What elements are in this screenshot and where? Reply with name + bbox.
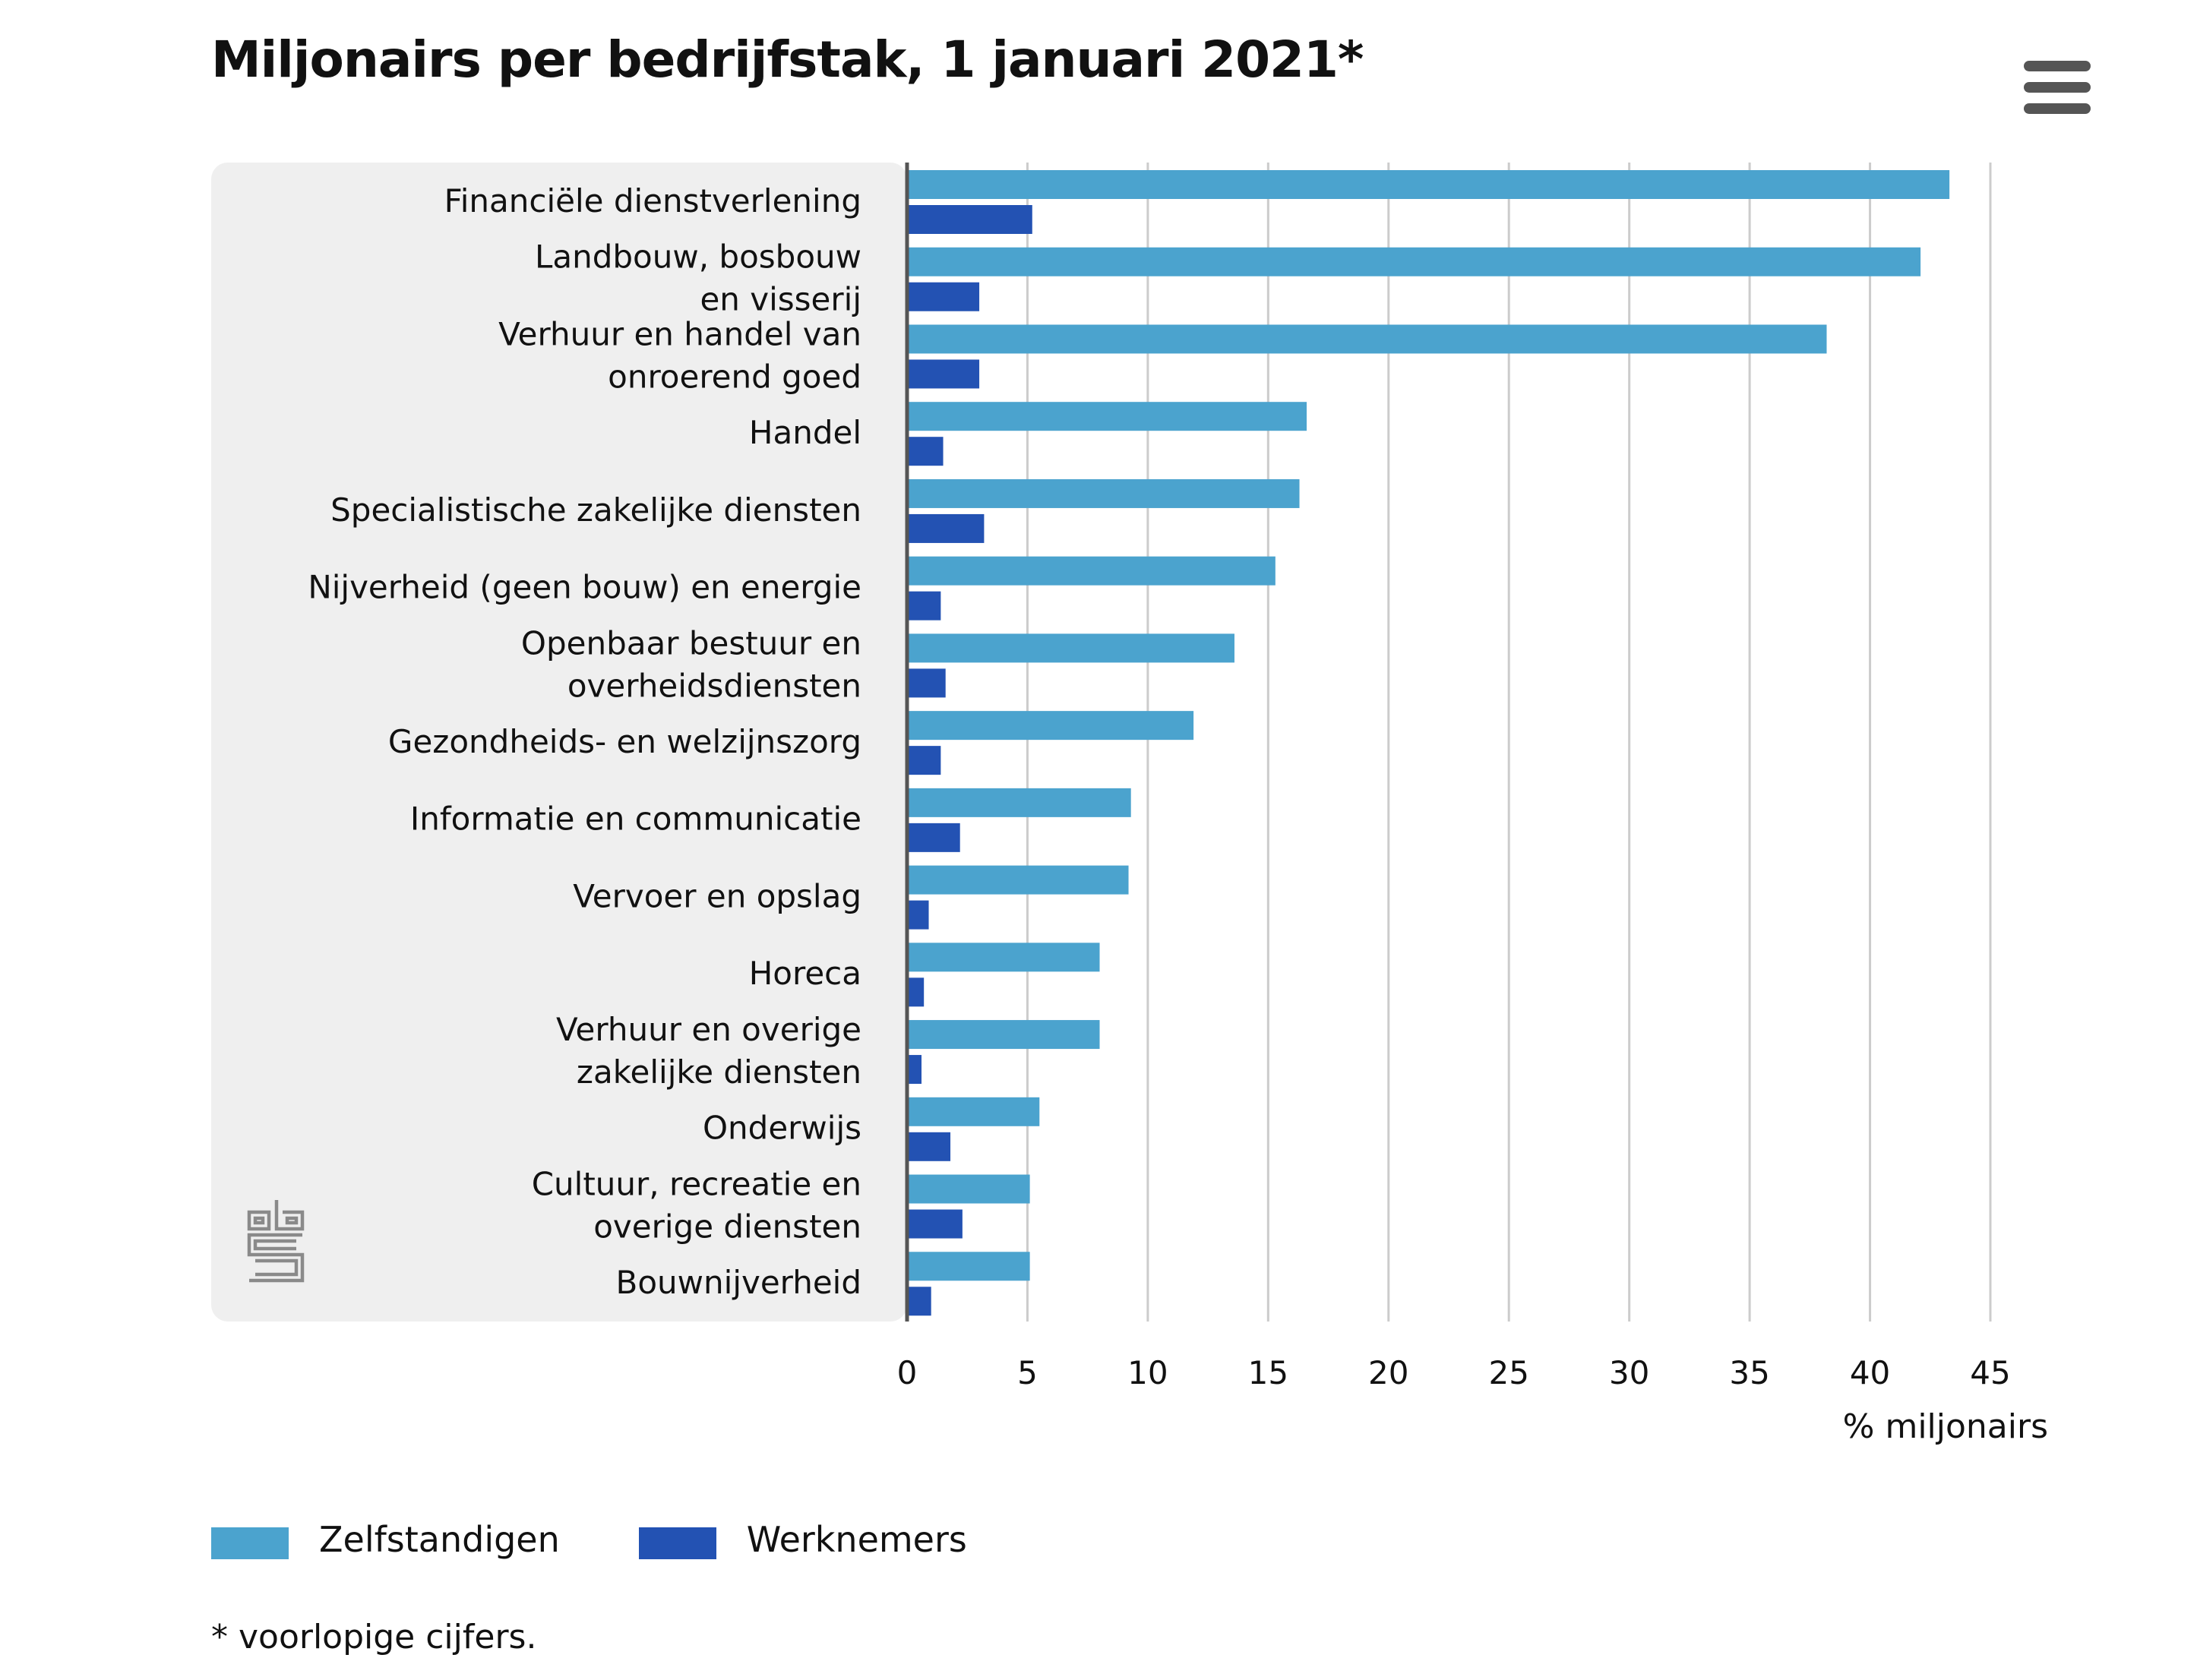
bar-zelfstandigen[interactable] — [907, 1174, 1030, 1204]
bar-werknemers[interactable] — [907, 1287, 931, 1316]
legend-swatch — [638, 1527, 716, 1559]
bar-werknemers[interactable] — [907, 823, 960, 852]
menu-bar — [2024, 103, 2091, 114]
x-tick-label: 40 — [1850, 1354, 1890, 1391]
x-tick-label: 45 — [1970, 1354, 2010, 1391]
cbs-logo-icon — [247, 1200, 305, 1283]
category-label: overige diensten — [593, 1208, 861, 1245]
bar-zelfstandigen[interactable] — [907, 478, 1300, 508]
bar-werknemers[interactable] — [907, 359, 980, 389]
category-label: Bouwnijverheid — [616, 1264, 861, 1301]
category-label: Vervoer en opslag — [573, 877, 861, 914]
category-label: Specialistische zakelijke diensten — [330, 491, 861, 529]
bar-chart: Financiële dienstverlening Landbouw, bosb… — [211, 163, 2048, 1446]
category-label: Onderwijs — [703, 1110, 861, 1147]
x-axis-title: % miljonairs — [1843, 1407, 2048, 1446]
category-label: Verhuur en overige — [556, 1011, 861, 1048]
category-label: zakelijke diensten — [577, 1053, 861, 1091]
bars — [907, 170, 1950, 1316]
category-label: en visserij — [700, 281, 861, 318]
hamburger-menu-icon[interactable] — [2024, 61, 2091, 114]
category-label: Verhuur en handel van — [498, 315, 861, 352]
bar-zelfstandigen[interactable] — [907, 247, 1921, 276]
logo-stroke — [247, 1233, 305, 1283]
category-label: Horeca — [749, 955, 861, 992]
category-label: Openbaar bestuur en — [521, 624, 861, 662]
x-tick-labels: 0 5 10 15 20 25 30 35 40 45 — [897, 1354, 2011, 1391]
bar-zelfstandigen[interactable] — [907, 1097, 1040, 1126]
bar-werknemers[interactable] — [907, 1132, 951, 1161]
bar-zelfstandigen[interactable] — [907, 788, 1131, 817]
bar-zelfstandigen[interactable] — [907, 1252, 1030, 1281]
logo-stroke — [247, 1210, 271, 1231]
bar-werknemers[interactable] — [907, 900, 929, 930]
bar-zelfstandigen[interactable] — [907, 943, 1100, 972]
x-tick-label: 0 — [897, 1354, 918, 1391]
bar-werknemers[interactable] — [907, 746, 941, 775]
bar-zelfstandigen[interactable] — [907, 1020, 1100, 1050]
category-label: Gezondheids- en welzijnszorg — [388, 723, 861, 760]
legend-item-zelfstandigen[interactable]: Zelfstandigen — [211, 1519, 560, 1560]
category-labels: Financiële dienstverlening Landbouw, bosb… — [308, 182, 861, 1301]
logo-stroke — [274, 1200, 305, 1231]
bar-werknemers[interactable] — [907, 282, 980, 311]
category-label: Financiële dienstverlening — [444, 182, 861, 219]
x-tick-label: 25 — [1488, 1354, 1528, 1391]
category-label: Nijverheid (geen bouw) en energie — [308, 569, 861, 606]
bar-werknemers[interactable] — [907, 977, 925, 1007]
logo-stroke — [255, 1258, 299, 1277]
menu-bar — [2024, 61, 2091, 71]
logo-stroke — [253, 1216, 265, 1225]
bar-werknemers[interactable] — [907, 205, 1032, 234]
bar-werknemers[interactable] — [907, 437, 944, 466]
bar-zelfstandigen[interactable] — [907, 865, 1129, 895]
x-tick-label: 35 — [1729, 1354, 1769, 1391]
bar-zelfstandigen[interactable] — [907, 556, 1276, 586]
legend-swatch — [211, 1527, 289, 1559]
bar-werknemers[interactable] — [907, 1055, 922, 1085]
bar-werknemers[interactable] — [907, 513, 985, 543]
bar-zelfstandigen[interactable] — [907, 402, 1307, 431]
x-tick-label: 5 — [1017, 1354, 1038, 1391]
label-panel — [211, 163, 907, 1322]
legend-item-werknemers[interactable]: Werknemers — [638, 1519, 967, 1560]
category-label: Cultuur, recreatie en — [532, 1165, 861, 1202]
logo-stroke — [285, 1216, 299, 1225]
bar-zelfstandigen[interactable] — [907, 324, 1827, 354]
gridlines — [1026, 163, 1992, 1322]
x-tick-label: 10 — [1127, 1354, 1168, 1391]
chart-title: Miljonairs per bedrijfstak, 1 januari 20… — [211, 30, 1364, 89]
category-label: Handel — [749, 414, 861, 451]
category-label: Informatie en communicatie — [410, 801, 861, 838]
x-tick-label: 15 — [1248, 1354, 1288, 1391]
legend-label: Zelfstandigen — [319, 1519, 560, 1560]
legend-label: Werknemers — [746, 1519, 967, 1560]
x-tick-label: 20 — [1368, 1354, 1408, 1391]
category-label: Landbouw, bosbouw — [535, 238, 861, 276]
footnote: * voorlopige cijfers. — [211, 1618, 537, 1656]
bar-zelfstandigen[interactable] — [907, 170, 1950, 199]
bar-zelfstandigen[interactable] — [907, 711, 1194, 741]
category-label: onroerend goed — [608, 358, 861, 395]
legend: Zelfstandigen Werknemers — [211, 1519, 1046, 1560]
x-tick-label: 30 — [1609, 1354, 1649, 1391]
bar-zelfstandigen[interactable] — [907, 633, 1234, 663]
menu-bar — [2024, 82, 2091, 93]
bar-werknemers[interactable] — [907, 1209, 963, 1239]
logo-stroke — [253, 1239, 296, 1251]
category-label: overheidsdiensten — [567, 667, 861, 704]
bar-werknemers[interactable] — [907, 591, 941, 621]
bar-werknemers[interactable] — [907, 668, 946, 698]
